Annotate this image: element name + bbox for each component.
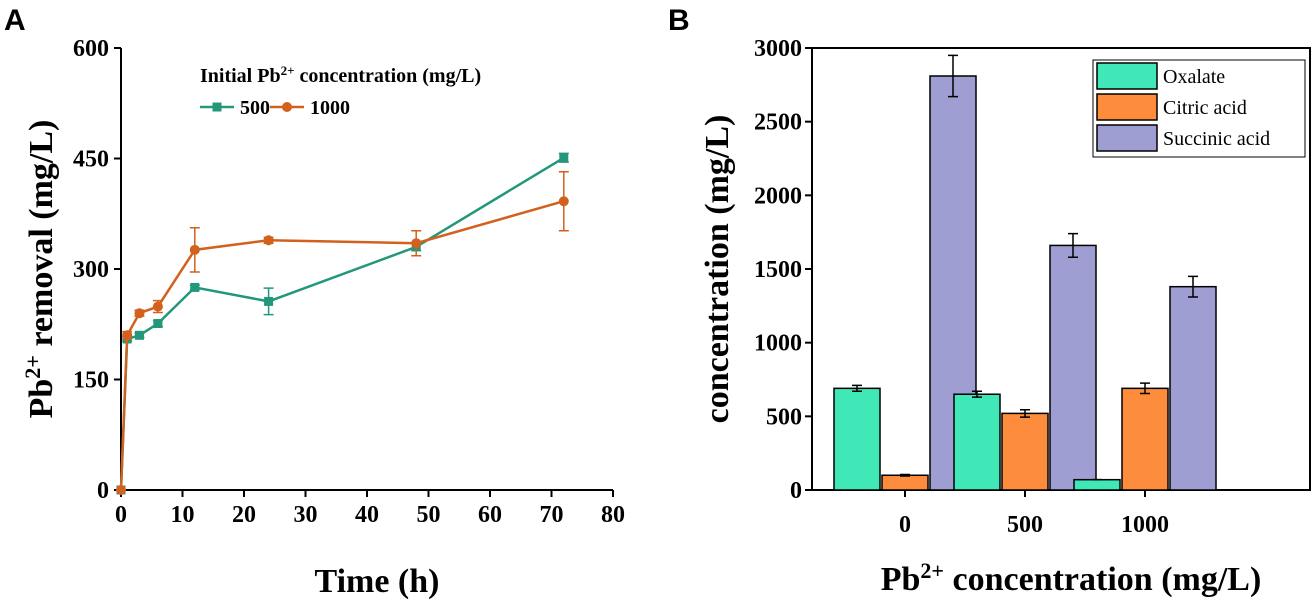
marker	[152, 301, 163, 312]
x-tick-label: 20	[232, 502, 256, 528]
y-tick-label: 150	[73, 368, 109, 394]
x-tick-label: 10	[171, 502, 195, 528]
x-axis-label: Pb2+ concentration (mg/L)	[881, 558, 1262, 599]
error-bar	[1068, 232, 1078, 258]
bar	[881, 474, 929, 491]
error-bar	[900, 473, 910, 477]
legend-swatch	[1096, 93, 1158, 121]
panel-label: B	[668, 4, 690, 37]
marker	[558, 196, 569, 207]
bar	[953, 393, 1001, 491]
marker	[116, 485, 126, 495]
legend-title-part: concentration (mg/L)	[295, 65, 482, 87]
x-axis-label-part: Pb	[881, 561, 921, 598]
x-axis-label: Time (h)	[315, 563, 440, 600]
y-tick-label: 0	[97, 478, 109, 504]
bar	[1073, 478, 1121, 491]
y-tick-label: 2500	[754, 110, 802, 136]
legend-label: 500	[240, 97, 270, 119]
series-line	[119, 200, 565, 491]
legend-label: Oxalate	[1163, 66, 1225, 88]
panel-label: A	[4, 4, 26, 37]
x-tick-label: 500	[1007, 512, 1043, 538]
x-tick-label: 0	[899, 512, 911, 538]
legend-label: 1000	[310, 97, 350, 119]
x-tick-label: 1000	[1121, 512, 1169, 538]
bar	[1121, 387, 1169, 491]
error-bar	[972, 390, 982, 398]
x-tick-label: 0	[115, 502, 127, 528]
legend-swatch	[1096, 124, 1158, 152]
x-axis-label-part: 2+	[920, 558, 944, 583]
legend-label: Succinic acid	[1163, 128, 1270, 150]
y-tick-label: 600	[73, 36, 109, 62]
error-bar	[852, 384, 862, 393]
series-line	[119, 156, 565, 491]
marker	[263, 235, 274, 246]
marker	[122, 330, 133, 341]
error-bar	[1188, 275, 1198, 298]
error-bar	[1020, 408, 1030, 418]
marker	[134, 308, 145, 319]
legend-swatch	[1096, 62, 1158, 90]
error-bar	[1140, 382, 1150, 395]
legend-box	[1092, 59, 1306, 158]
y-tick-label: 3000	[754, 36, 802, 62]
x-tick-label: 50	[417, 502, 441, 528]
y-tick-label: 450	[73, 147, 109, 173]
legend-title-part: Initial Pb	[200, 65, 281, 87]
y-tick-label: 500	[766, 404, 802, 430]
marker	[264, 296, 274, 306]
bar	[1169, 285, 1217, 491]
y-axis-label: concentration (mg/L)	[699, 115, 736, 424]
marker	[190, 282, 200, 292]
bar	[833, 387, 881, 491]
y-axis-label: Pb2+ removal (mg/L)	[20, 120, 61, 419]
y-tick-label: 300	[73, 257, 109, 283]
y-tick-label: 1500	[754, 257, 802, 283]
x-axis-label-part: concentration (mg/L)	[944, 561, 1261, 598]
marker	[411, 238, 422, 249]
marker	[153, 319, 163, 329]
error-bar	[948, 54, 958, 98]
legend-marker	[282, 102, 292, 112]
x-tick-label: 30	[294, 502, 318, 528]
x-tick-label: 40	[355, 502, 379, 528]
legend-marker	[212, 102, 222, 112]
legend-label: Citric acid	[1163, 97, 1247, 119]
marker	[134, 330, 144, 340]
y-axis-label-part: removal (mg/L)	[23, 120, 60, 355]
y-tick-label: 2000	[754, 183, 802, 209]
marker	[559, 153, 569, 163]
x-tick-label: 70	[540, 502, 564, 528]
y-axis-label-part: Pb	[23, 379, 60, 419]
legend-title-part: 2+	[281, 63, 295, 78]
legend-title: Initial Pb2+ concentration (mg/L)	[200, 63, 481, 88]
y-tick-label: 0	[790, 478, 802, 504]
x-tick-label: 60	[478, 502, 502, 528]
marker	[189, 244, 200, 255]
bar	[1001, 412, 1049, 491]
x-tick-label: 80	[601, 502, 625, 528]
y-tick-label: 1000	[754, 331, 802, 357]
bar	[1049, 244, 1097, 491]
y-axis-label-part: 2+	[20, 355, 45, 379]
